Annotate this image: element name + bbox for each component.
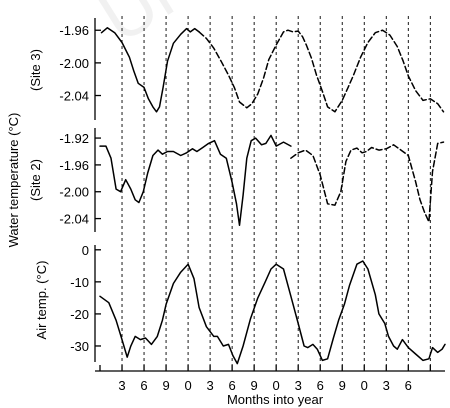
vertical-month-gridlines bbox=[121, 16, 431, 365]
y-tick-label: -2.04 bbox=[59, 212, 89, 227]
x-tick-label: 9 bbox=[339, 378, 346, 393]
panel-y-label: Air temp. (°C) bbox=[34, 261, 49, 340]
series-line-solid bbox=[99, 260, 446, 365]
x-tick-label: 3 bbox=[118, 378, 125, 393]
panel-y-label: (Site 3) bbox=[28, 49, 43, 91]
y-tick-label: 0 bbox=[82, 243, 89, 258]
x-tick-label: 0 bbox=[361, 378, 368, 393]
watermark: Ure bbox=[86, 0, 227, 59]
panel-bottom: 0 -10 -20 -30 Air temp. (°C) bbox=[34, 243, 446, 365]
x-tick-label: 6 bbox=[229, 378, 236, 393]
x-tick-label: 3 bbox=[295, 378, 302, 393]
shared-y-axis-label: Water temperature (°C) bbox=[6, 113, 21, 248]
y-tick-label: -20 bbox=[70, 307, 89, 322]
panel-top: -1.96 -2.00 -2.04 (Site 3) bbox=[28, 18, 445, 120]
y-tick-label: -1.96 bbox=[59, 158, 89, 173]
panel-y-label: (Site 2) bbox=[28, 159, 43, 201]
y-tick-label: -10 bbox=[70, 275, 89, 290]
y-tick-label: -1.92 bbox=[59, 131, 89, 146]
series-line-solid bbox=[99, 134, 292, 227]
x-tick-label: 3 bbox=[206, 378, 213, 393]
series-line-dashed bbox=[290, 141, 445, 223]
x-tick-label: 6 bbox=[405, 378, 412, 393]
series-line-solid bbox=[100, 27, 200, 113]
x-tick-label: 3 bbox=[383, 378, 390, 393]
chart-panels: -1.96 -2.00 -2.04 (Site 3) -1.92 -1.96 -2.00 -2… bbox=[28, 18, 446, 365]
y-tick-label: -1.96 bbox=[59, 23, 89, 38]
x-axis-label: Months into year bbox=[227, 392, 324, 407]
x-tick-label: 0 bbox=[184, 378, 191, 393]
series-line-dashed bbox=[198, 29, 445, 113]
y-tick-label: -2.00 bbox=[59, 56, 89, 71]
y-tick-label: -30 bbox=[70, 339, 89, 354]
y-tick-label: -2.04 bbox=[59, 89, 89, 104]
panel-middle: -1.92 -1.96 -2.00 -2.04 (Site 2) bbox=[28, 128, 445, 232]
x-tick-label: 9 bbox=[251, 378, 258, 393]
x-tick-label: 6 bbox=[317, 378, 324, 393]
x-tick-label: 6 bbox=[140, 378, 147, 393]
x-tick-label: 9 bbox=[162, 378, 169, 393]
y-tick-label: -2.00 bbox=[59, 185, 89, 200]
x-tick-label: 0 bbox=[273, 378, 280, 393]
